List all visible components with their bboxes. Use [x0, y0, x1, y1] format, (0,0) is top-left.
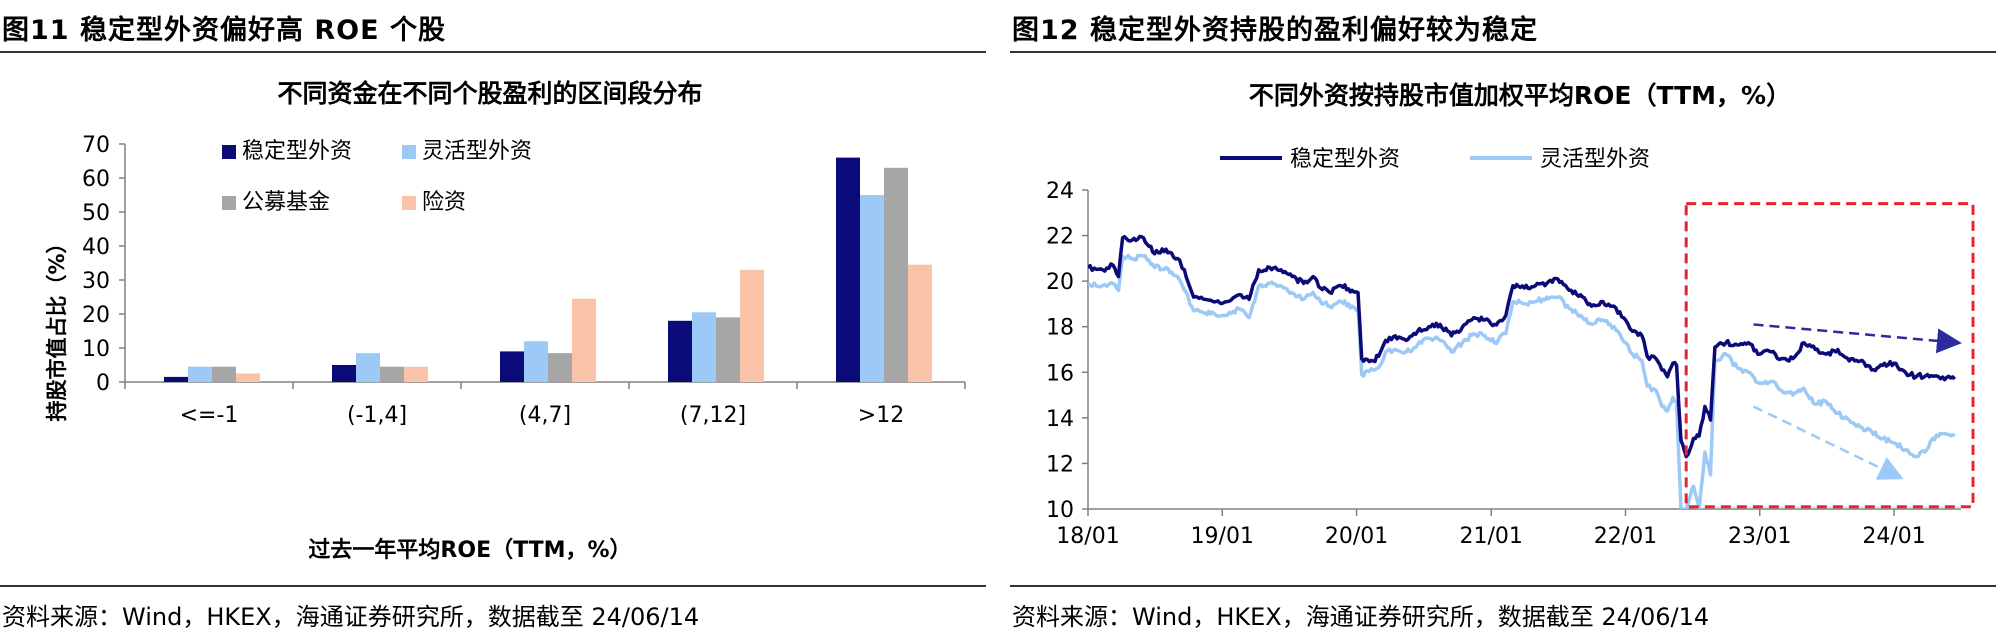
- bar-2-3: [524, 341, 548, 382]
- legend-swatch-3: [222, 196, 236, 210]
- bar-4-2: [404, 366, 428, 382]
- x-tick-label: (-1,4]: [347, 403, 407, 428]
- bar-4-4: [740, 269, 764, 382]
- legend-label-2: 灵活型外资: [422, 139, 532, 164]
- line-plot-area: 10 12 14 16 18 20 22 24 18/01 19/01 20/01 21/01 22/0…: [1046, 147, 1975, 549]
- y-tick-label: 18: [1046, 316, 1074, 341]
- x-tick-label: <=-1: [180, 403, 239, 428]
- x-tick-label: 18/01: [1056, 524, 1119, 549]
- y-tick-label: 10: [82, 337, 110, 362]
- bottom-rule: [0, 585, 986, 587]
- legend-label-2: 灵活型外资: [1540, 147, 1650, 172]
- x-tick-label: 24/01: [1862, 524, 1925, 549]
- legend-swatch-1: [222, 145, 236, 159]
- bar-4-5: [908, 264, 932, 382]
- bar-3-4: [716, 317, 740, 382]
- y-tick-label: 16: [1046, 361, 1074, 386]
- legend-label-1: 稳定型外资: [242, 139, 352, 164]
- trend-arrow-dark: [1753, 323, 1962, 354]
- y-tick-label: 22: [1046, 225, 1074, 250]
- bar-2-5: [860, 195, 884, 382]
- legend-label-3: 公募基金: [242, 190, 330, 215]
- figure-12-title: 图12 稳定型外资持股的盈利偏好较为稳定: [1012, 15, 1538, 46]
- bar-1-1: [164, 376, 188, 382]
- bottom-rule: [1010, 585, 1996, 587]
- bar-3-2: [380, 366, 404, 382]
- bar-2-1: [188, 366, 212, 382]
- source-note: 资料来源：Wind，HKEX，海通证券研究所，数据截至 24/06/14: [1012, 603, 1710, 631]
- bar-1-4: [668, 320, 692, 382]
- y-tick-label: 10: [1046, 498, 1074, 523]
- top-rule: [1010, 51, 1996, 53]
- bar-3-1: [212, 366, 236, 382]
- bar-2-2: [356, 353, 380, 382]
- source-note: 资料来源：Wind，HKEX，海通证券研究所，数据截至 24/06/14: [2, 603, 700, 631]
- y-tick-label: 20: [1046, 270, 1074, 295]
- bar-plot-area: 0 10 20 30 40 50 60 70 <=-1 (-1,4] (4,7] (7,12] >12 稳…: [82, 133, 966, 428]
- x-tick-label: 23/01: [1728, 524, 1791, 549]
- bar-2-4: [692, 312, 716, 382]
- y-tick-label: 30: [82, 269, 110, 294]
- bar-4-1: [236, 373, 260, 382]
- series-line-1: [1088, 234, 1956, 459]
- bar-3-5: [884, 167, 908, 382]
- left-figure-panel: 图11 稳定型外资偏好高 ROE 个股 不同资金在不同个股盈利的区间段分布 过去…: [0, 0, 990, 642]
- y-tick-label: 14: [1046, 407, 1074, 432]
- x-tick-label: (7,12]: [680, 403, 746, 428]
- top-rule: [0, 51, 986, 53]
- y-tick-label: 24: [1046, 179, 1074, 204]
- y-tick-label: 60: [82, 167, 110, 192]
- legend-swatch-2: [402, 145, 416, 159]
- y-tick-label: 20: [82, 303, 110, 328]
- y-tick-label: 12: [1046, 452, 1074, 477]
- x-tick-label: 22/01: [1594, 524, 1657, 549]
- right-figure-panel: 图12 稳定型外资持股的盈利偏好较为稳定 不同外资按持股市值加权平均ROE（TT…: [1010, 0, 2000, 642]
- bar-chart-ylabel: 持股市值占比（%）: [45, 232, 69, 421]
- trend-arrow-light: [1752, 405, 1904, 480]
- legend-swatch-4: [402, 196, 416, 210]
- y-tick-label: 50: [82, 201, 110, 226]
- y-tick-label: 0: [96, 371, 110, 396]
- line-chart-title: 不同外资按持股市值加权平均ROE（TTM，%）: [1249, 81, 1791, 110]
- x-tick-label: 19/01: [1191, 524, 1254, 549]
- legend-label-1: 稳定型外资: [1290, 147, 1400, 172]
- bar-chart-xlabel: 过去一年平均ROE（TTM，%）: [308, 537, 631, 563]
- x-tick-label: >12: [858, 403, 904, 428]
- line-chart: 不同外资按持股市值加权平均ROE（TTM，%） 10 12 14 16 18 20 22 24…: [1046, 81, 1975, 549]
- x-tick-label: 21/01: [1460, 524, 1523, 549]
- series-line-2: [1088, 253, 1956, 509]
- legend-label-4: 险资: [422, 190, 466, 215]
- figure-11-title: 图11 稳定型外资偏好高 ROE 个股: [2, 15, 446, 46]
- x-tick-label: (4,7]: [519, 403, 571, 428]
- bar-chart-title: 不同资金在不同个股盈利的区间段分布: [277, 79, 702, 108]
- bar-1-3: [500, 351, 524, 382]
- x-tick-label: 20/01: [1325, 524, 1388, 549]
- y-tick-label: 70: [82, 133, 110, 158]
- y-tick-label: 40: [82, 235, 110, 260]
- bar-3-3: [548, 353, 572, 382]
- bar-1-5: [836, 157, 860, 382]
- highlight-box: [1684, 202, 1975, 509]
- bar-chart: 不同资金在不同个股盈利的区间段分布 过去一年平均ROE（TTM，%） 持股市值占…: [45, 79, 966, 563]
- bar-1-2: [332, 365, 356, 382]
- bar-4-3: [572, 298, 596, 382]
